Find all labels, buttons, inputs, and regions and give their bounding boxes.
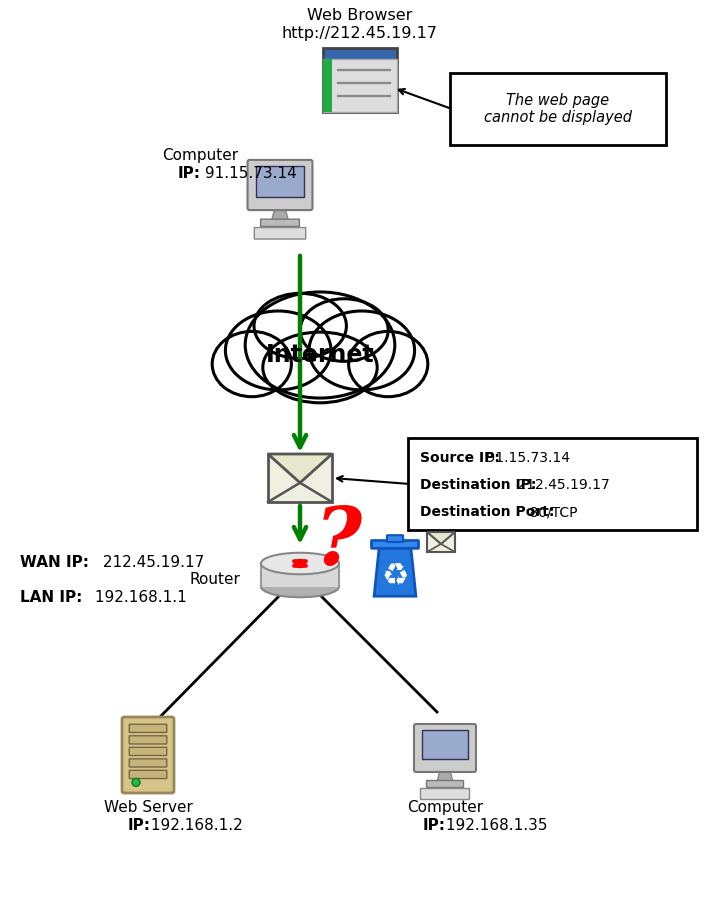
Polygon shape <box>323 59 397 111</box>
Polygon shape <box>427 532 455 544</box>
FancyBboxPatch shape <box>129 747 167 755</box>
Text: ?: ? <box>315 504 362 582</box>
FancyBboxPatch shape <box>129 735 167 744</box>
Text: The web page
cannot be displayed: The web page cannot be displayed <box>484 93 632 125</box>
Text: IP:: IP: <box>178 166 201 181</box>
Text: Destination IP:: Destination IP: <box>420 478 536 492</box>
Polygon shape <box>268 454 332 483</box>
Ellipse shape <box>212 332 291 396</box>
FancyBboxPatch shape <box>414 724 476 772</box>
FancyBboxPatch shape <box>387 535 403 542</box>
FancyBboxPatch shape <box>247 160 312 210</box>
FancyBboxPatch shape <box>420 788 470 799</box>
FancyBboxPatch shape <box>122 717 174 793</box>
Text: 212.45.19.17: 212.45.19.17 <box>513 478 610 492</box>
Ellipse shape <box>262 332 377 403</box>
Text: Source IP:: Source IP: <box>420 451 500 465</box>
FancyBboxPatch shape <box>450 73 666 145</box>
Polygon shape <box>423 729 468 760</box>
FancyBboxPatch shape <box>129 770 167 779</box>
Polygon shape <box>268 454 332 502</box>
Polygon shape <box>272 208 289 220</box>
Text: WAN IP:: WAN IP: <box>20 555 89 570</box>
Ellipse shape <box>254 293 347 359</box>
Polygon shape <box>323 49 397 111</box>
Text: 80/TCP: 80/TCP <box>526 505 578 519</box>
FancyBboxPatch shape <box>426 780 463 788</box>
Ellipse shape <box>245 292 395 398</box>
Ellipse shape <box>261 553 339 574</box>
Polygon shape <box>323 59 332 111</box>
Text: Router: Router <box>189 572 241 587</box>
Text: LAN IP:: LAN IP: <box>20 590 83 605</box>
FancyBboxPatch shape <box>129 759 167 767</box>
Polygon shape <box>374 547 416 596</box>
Ellipse shape <box>261 575 339 597</box>
Polygon shape <box>261 564 339 586</box>
Text: Web Server: Web Server <box>104 800 192 815</box>
Ellipse shape <box>225 311 331 390</box>
Text: Destination Port:: Destination Port: <box>420 505 555 519</box>
Polygon shape <box>256 165 304 197</box>
Text: 212.45.19.17: 212.45.19.17 <box>98 555 204 570</box>
Ellipse shape <box>300 298 388 361</box>
FancyBboxPatch shape <box>371 540 418 548</box>
Text: ♻: ♻ <box>381 562 409 591</box>
Text: Computer: Computer <box>407 800 483 815</box>
Text: IP:: IP: <box>423 818 446 833</box>
Polygon shape <box>437 770 453 782</box>
Text: Internet: Internet <box>265 343 374 367</box>
Text: http://212.45.19.17: http://212.45.19.17 <box>282 26 438 41</box>
Text: 91.15.73.14: 91.15.73.14 <box>482 451 570 465</box>
Text: 192.168.1.1: 192.168.1.1 <box>90 590 187 605</box>
Text: Web Browser: Web Browser <box>307 8 413 23</box>
Text: 91.15.73.14: 91.15.73.14 <box>200 166 297 181</box>
Ellipse shape <box>309 311 415 390</box>
Circle shape <box>132 779 140 787</box>
Text: IP:: IP: <box>128 818 151 833</box>
Text: 192.168.1.35: 192.168.1.35 <box>441 818 547 833</box>
FancyBboxPatch shape <box>254 227 306 239</box>
FancyBboxPatch shape <box>129 725 167 733</box>
Ellipse shape <box>349 332 428 396</box>
FancyBboxPatch shape <box>408 438 697 530</box>
Polygon shape <box>427 532 455 552</box>
Text: Computer: Computer <box>162 148 238 163</box>
Text: 192.168.1.2: 192.168.1.2 <box>146 818 243 833</box>
FancyBboxPatch shape <box>260 219 299 227</box>
